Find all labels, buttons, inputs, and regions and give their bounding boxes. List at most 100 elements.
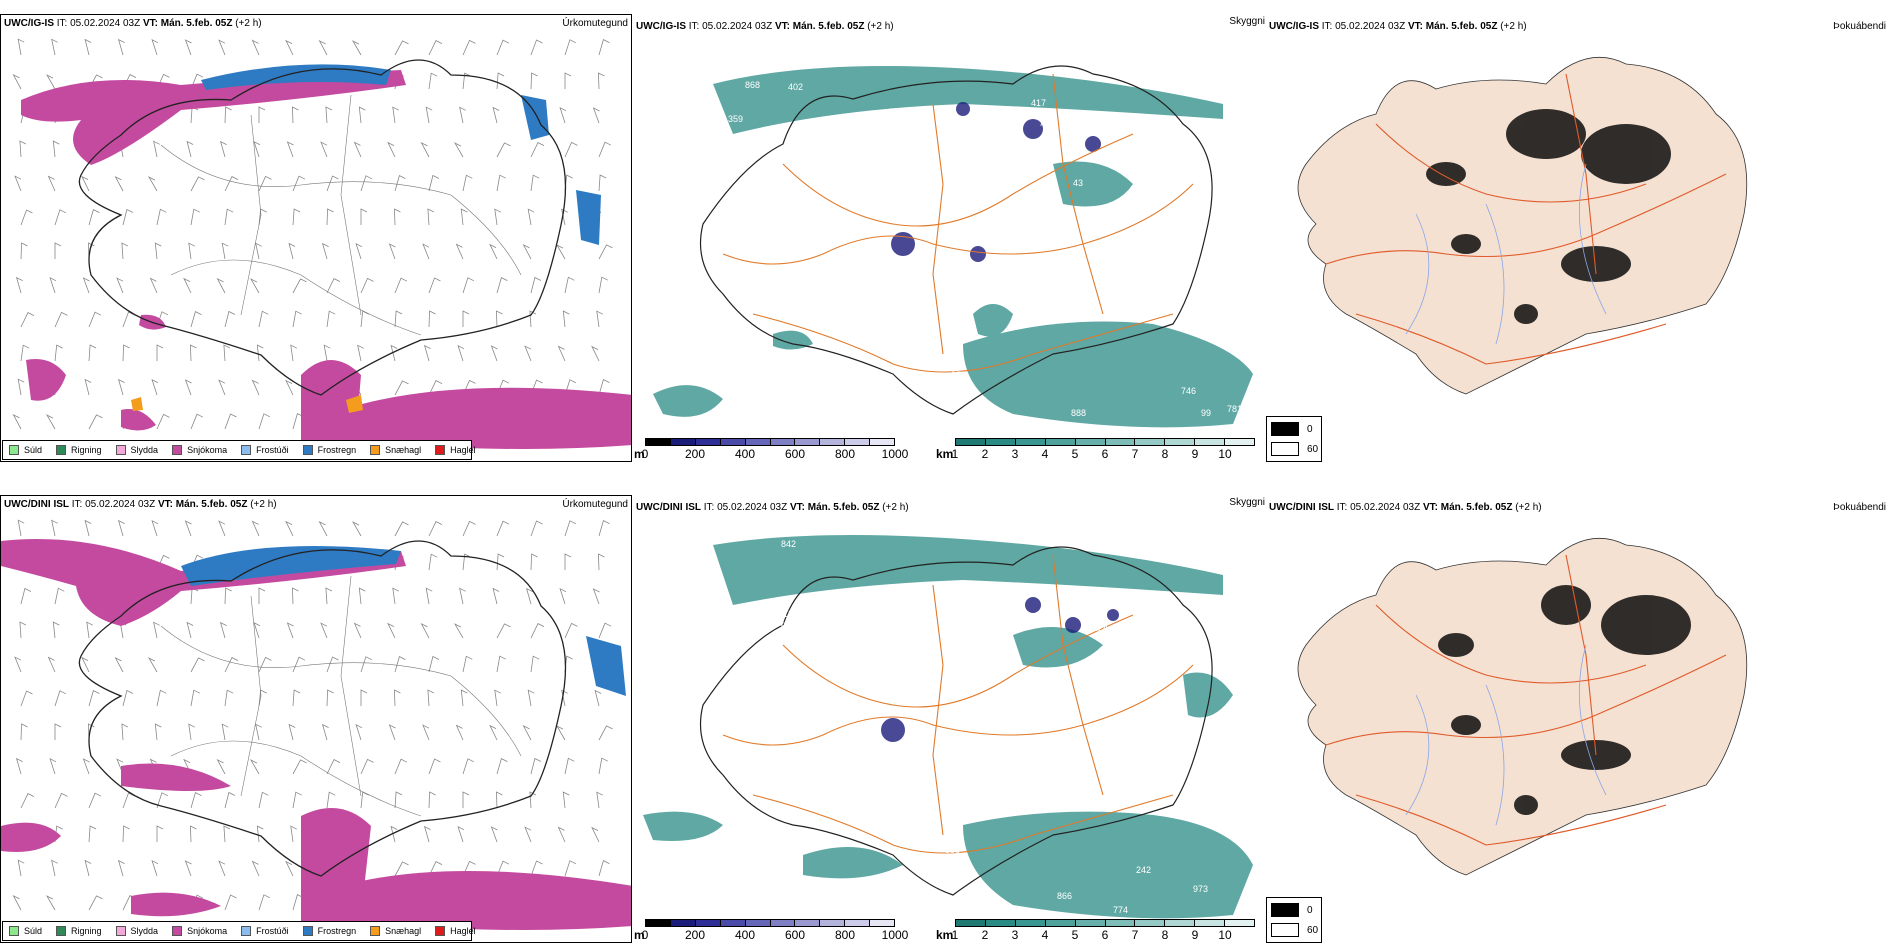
visibility-label: 157 (1011, 168, 1026, 178)
colorbar-tick: 4 (1041, 447, 1049, 461)
colorbar-tick: 5 (1071, 928, 1079, 942)
colorbar-tick: 400 (734, 447, 756, 461)
island-land (1297, 538, 1748, 876)
vt-value: Mán. 5.feb. 05Z (175, 499, 248, 510)
visibility-label: 781 (1227, 404, 1242, 414)
colorbar-tick: 8 (1161, 447, 1169, 461)
visibility-label: 24 (1163, 176, 1173, 186)
colorbar-tick: 3 (1011, 447, 1019, 461)
colorbar-segment (845, 439, 871, 445)
it-value: 05.02.2024 03Z (1350, 502, 1421, 513)
panel-header: UWC/DINI ISL IT: 05.02.2024 03Z VT: Mán.… (4, 499, 277, 510)
colorbar-segment (1045, 439, 1076, 445)
legend-label: Snæhagl (385, 926, 422, 936)
visibility-label: 379 (951, 370, 966, 380)
visibility-colorbar: 1 2 3 4 5 6 7 8 9 10 (952, 438, 1255, 461)
vt-value: Mán. 5.feb. 05Z (792, 21, 865, 32)
colorbar-tick: 0 (641, 928, 649, 942)
panel-header: UWC/DINI ISL IT: 05.02.2024 03Z VT: Mán.… (1269, 502, 1542, 513)
legend-label: Frostregn (317, 926, 357, 936)
colorbar-tick: 0 (641, 447, 649, 461)
colorbar-segment (1015, 439, 1046, 445)
colorbar-segment (1075, 439, 1106, 445)
legend-label: Rigning (71, 445, 102, 455)
colorbar-tick: 1 (951, 928, 959, 942)
legend-label: Snjókoma (187, 926, 228, 936)
precip-legend-item: Súld (9, 926, 42, 936)
legend-label: Slydda (130, 926, 159, 936)
visibility-panel-row1: UWC/IG-IS IT: 05.02.2024 03Z VT: Mán. 5.… (633, 14, 1265, 462)
colorbar-tick: 600 (784, 928, 806, 942)
vt-label: VT: (789, 502, 805, 513)
visibility-label: 242 (1136, 865, 1151, 875)
visibility-areas (643, 535, 1253, 919)
model-name: UWC/DINI ISL (636, 502, 701, 513)
visibility-label: 718 (1039, 118, 1054, 128)
model-name: UWC/IG-IS (1269, 21, 1319, 32)
colorbar-tick: 7 (1131, 447, 1139, 461)
precip-legend-item: Haglél (435, 926, 476, 936)
visibility-label: 635 (781, 621, 796, 631)
it-label: IT: (688, 21, 700, 32)
colorbar-tick: 2 (981, 447, 989, 461)
precip-legend-item: Haglél (435, 445, 476, 455)
colorbar-tick: 9 (1191, 928, 1199, 942)
visibility-label: 412 (778, 609, 793, 619)
colorbar-tick: 9 (1191, 447, 1199, 461)
wind-barbs (12, 38, 613, 430)
colorbar-tick: 200 (684, 928, 706, 942)
vt-label: VT: (1407, 21, 1423, 32)
colorbar-segment (770, 920, 796, 926)
colorbar-segment (1045, 920, 1076, 926)
legend-label: Frostúði (256, 926, 289, 936)
freezing-rain-areas (181, 546, 626, 696)
panel-title: Úrkomutegund (562, 18, 628, 29)
model-name: UWC/DINI ISL (4, 499, 69, 510)
visibility-label: 842 (781, 539, 796, 549)
coastline (78, 59, 567, 396)
legend-swatch (302, 926, 313, 936)
colorbar-segment (720, 920, 746, 926)
legend-swatch (435, 926, 446, 936)
it-label: IT: (703, 502, 715, 513)
fog-patches (1426, 109, 1671, 324)
visibility-label: 161 (948, 251, 963, 261)
visibility-areas (653, 66, 1253, 428)
legend-swatch (370, 926, 381, 936)
legend-label: Haglél (450, 926, 476, 936)
colorbar-tick: 200 (684, 447, 706, 461)
coastline (699, 546, 1213, 896)
panel-title: Þokuábendi (1833, 21, 1886, 32)
visibility-label: 888 (1071, 408, 1086, 418)
visibility-label: 359 (728, 114, 743, 124)
it-label: IT: (56, 18, 68, 29)
colorbar-segment (646, 920, 671, 926)
fog-panel-row1: UWC/IG-IS IT: 05.02.2024 03Z VT: Mán. 5.… (1266, 14, 1900, 462)
freezing-rain-areas (201, 64, 601, 245)
legend-label: Súld (24, 926, 43, 936)
fog-legend-label: 0 (1307, 423, 1313, 435)
vt-value: Mán. 5.feb. 05Z (1440, 502, 1513, 513)
visibility-unit: km (936, 447, 954, 461)
legend-label: Snæhagl (385, 445, 422, 455)
fog-roads (1325, 554, 1727, 846)
colorbar-segment (695, 439, 721, 445)
colorbar-tick: 1000 (881, 928, 909, 942)
colorbar-tick: 1000 (881, 447, 909, 461)
visibility-labels: 868 402 767 359 147 417 718 34 388 113 157 43 24 161 3… (728, 80, 1242, 418)
colorbar-segment (1135, 439, 1166, 445)
colorbar-segment (795, 439, 821, 445)
colorbar-segment (1165, 920, 1196, 926)
visibility-label: 868 (745, 80, 760, 90)
legend-swatch (302, 445, 313, 455)
visibility-label: 147 (981, 156, 996, 166)
colorbar-segment (845, 920, 871, 926)
colorbar-segment (1165, 439, 1196, 445)
precip-legend: Súld Rigning Slydda Snjókoma Frostúði Frostre… (2, 440, 476, 460)
fog-roads (1325, 73, 1727, 365)
legend-swatch (56, 445, 67, 455)
fog-legend-label: 60 (1307, 924, 1319, 936)
visibility-label: 113 (953, 146, 967, 156)
legend-swatch (241, 445, 252, 455)
colorbar-tick: 6 (1101, 447, 1109, 461)
